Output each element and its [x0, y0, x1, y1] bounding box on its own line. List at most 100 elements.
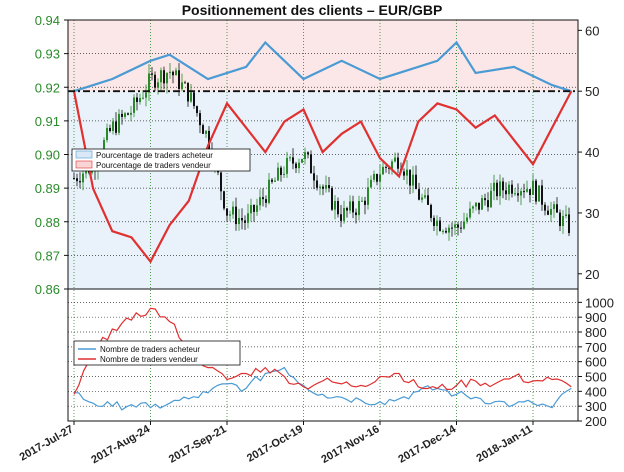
candle-body [82, 173, 84, 183]
candle-body [253, 205, 255, 212]
candle-body [511, 184, 513, 194]
candle-body [391, 161, 393, 169]
candle-body [553, 204, 555, 209]
candle-body [379, 174, 381, 182]
x-tick-label: 2017-Aug-24 [89, 423, 152, 467]
candle-body [427, 195, 429, 205]
candle-body [130, 112, 132, 115]
candle-body [394, 157, 396, 162]
candle-body [268, 179, 270, 203]
candle-body [307, 152, 309, 155]
candle-body [304, 152, 306, 159]
x-tick-label: 2017-Sep-21 [167, 423, 229, 466]
x-tick-label: 2017-Dec-14 [396, 423, 458, 466]
candle-body [292, 157, 294, 164]
y-right-tick-label: 400 [585, 384, 607, 399]
candle-body [106, 127, 108, 141]
candle-body [481, 198, 483, 210]
candle-body [472, 206, 474, 209]
legend-label: Nombre de traders acheteur [100, 345, 200, 354]
candle-body [223, 191, 225, 209]
x-axis: 2017-Jul-27 2017-Aug-24 2017-Sep-21 2017-Oc… [18, 421, 535, 466]
y-right-tick-label: 800 [585, 325, 607, 340]
candle-body [508, 184, 510, 195]
candle-body [259, 197, 261, 206]
x-tick-label: 2017-Jul-27 [18, 423, 76, 463]
candle-body [445, 230, 447, 233]
y-right-tick-label: 60 [585, 23, 599, 38]
candle-body [328, 185, 330, 189]
y-right-tick-label: 40 [585, 145, 599, 160]
candle-body [238, 218, 240, 225]
y-right-tick-label: 200 [585, 414, 607, 429]
candle-body [316, 180, 318, 188]
candle-body [520, 191, 522, 196]
candle-body [319, 186, 321, 188]
x-tick-label: 2017-Oct-19 [245, 423, 305, 465]
y-right-tick-label: 700 [585, 340, 607, 355]
candle-body [421, 197, 423, 200]
candle-body [538, 185, 540, 202]
candle-body [373, 174, 375, 180]
candle-body [436, 220, 438, 226]
y-right-tick-label: 300 [585, 399, 607, 414]
candle-body [367, 187, 369, 205]
candle-body [241, 218, 243, 221]
candle-body [226, 208, 228, 216]
candle-body [424, 195, 426, 198]
candle-body [403, 171, 405, 176]
candle-body [505, 190, 507, 195]
candle-body [172, 71, 174, 76]
y-right-tick-label: 900 [585, 310, 607, 325]
candle-body [235, 206, 237, 225]
candle-body [334, 201, 336, 210]
candle-body [490, 190, 492, 208]
candle-body [271, 179, 273, 182]
candle-body [250, 205, 252, 214]
candle-body [178, 70, 180, 89]
candle-body [79, 181, 81, 183]
candle-body [208, 130, 210, 150]
candle-body [193, 92, 195, 107]
chart-title: Positionnement des clients – EUR/GBP [181, 2, 443, 18]
candle-body [358, 201, 360, 216]
candle-body [325, 185, 327, 189]
candle-body [256, 205, 258, 212]
candle-body [274, 180, 276, 182]
candle-body [127, 113, 129, 115]
top-legend: Pourcentage de traders acheteurPourcenta… [71, 148, 251, 172]
candle-body [298, 162, 300, 169]
candle-body [175, 70, 177, 76]
candle-body [496, 182, 498, 197]
candle-body [409, 169, 411, 186]
candle-body [469, 208, 471, 218]
candle-body [562, 216, 564, 227]
y-tick-label: 0.93 [35, 47, 60, 62]
candle-body [568, 214, 570, 234]
candle-body [142, 97, 144, 99]
candle-body [112, 121, 114, 132]
top-panel: 0.86 0.87 0.88 0.89 0.90 0.91 0.92 0.93 0.94 20 30… [35, 13, 599, 421]
candle-body [415, 174, 417, 190]
candle-body [286, 157, 288, 174]
y-tick-label: 0.90 [35, 148, 60, 163]
candle-body [199, 113, 201, 126]
candle-body [478, 202, 480, 210]
candle-body [541, 185, 543, 205]
candle-body [388, 167, 390, 169]
legend-swatch-buyer [75, 150, 93, 159]
y-tick-label: 0.94 [35, 13, 60, 28]
candle-body [451, 227, 453, 229]
candle-body [448, 227, 450, 233]
candle-body [202, 125, 204, 134]
candle-body [370, 179, 372, 188]
candle-body [118, 113, 120, 133]
candle-body [343, 207, 345, 221]
x-tick-label: 2018-Jan-11 [474, 423, 534, 465]
candle-body [145, 92, 147, 98]
candle-body [364, 200, 366, 205]
y-right-tick-label: 20 [585, 267, 599, 282]
candle-body [418, 189, 420, 200]
